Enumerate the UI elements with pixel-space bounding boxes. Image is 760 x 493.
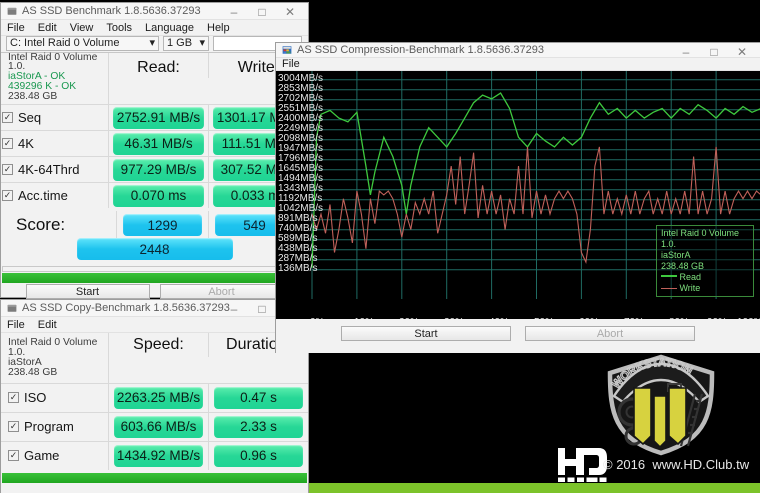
svg-text:WORKSTATION: WORKSTATION <box>610 357 694 391</box>
